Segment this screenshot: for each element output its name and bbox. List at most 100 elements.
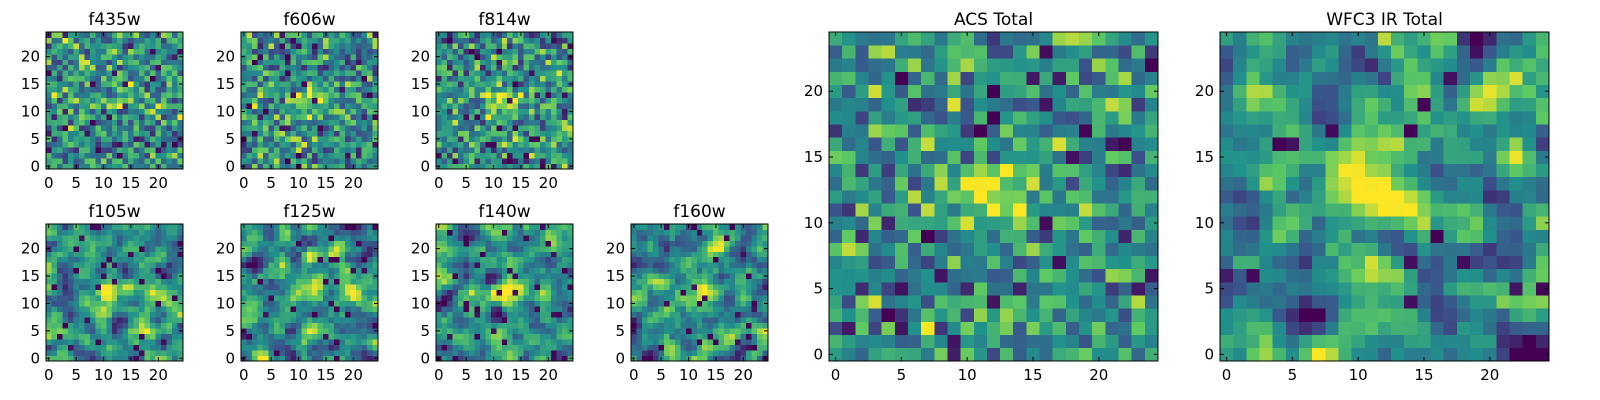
heatmap-cell — [523, 136, 530, 142]
heatmap-cell — [518, 328, 525, 334]
heatmap-cell — [855, 242, 869, 257]
heatmap-cell — [518, 64, 525, 71]
heatmap-cell — [262, 37, 269, 44]
heatmap-cell — [436, 262, 442, 269]
heatmap-cell — [361, 273, 368, 280]
heatmap-cell — [479, 333, 486, 340]
heatmap-cell — [507, 136, 514, 142]
heatmap-cell — [144, 311, 151, 318]
heatmap-cell — [51, 86, 58, 93]
heatmap-cell — [1013, 255, 1027, 270]
heatmap-cell — [172, 306, 178, 313]
heatmap-cell — [323, 97, 330, 104]
heatmap-cell — [1079, 268, 1093, 283]
heatmap-cell — [273, 97, 280, 104]
heatmap-cell — [507, 262, 514, 269]
heatmap-cell — [518, 262, 525, 269]
heatmap-cell — [150, 141, 156, 148]
heatmap-cell — [556, 273, 563, 280]
heatmap-cell — [1013, 216, 1027, 230]
heatmap-cell — [317, 48, 324, 55]
heatmap-cell — [133, 322, 140, 329]
heatmap-cell — [144, 81, 151, 88]
heatmap-cell — [551, 224, 557, 230]
heatmap-cell — [479, 267, 486, 274]
heatmap-cell — [301, 256, 308, 263]
heatmap-cell — [172, 136, 178, 142]
heatmap-cell — [441, 344, 448, 351]
x-tick-label: 20 — [539, 366, 558, 384]
heatmap-cell — [518, 267, 525, 274]
heatmap-cell — [100, 344, 107, 351]
heatmap-cell — [177, 317, 184, 323]
heatmap-cell — [273, 152, 280, 159]
heatmap-cell — [166, 273, 173, 280]
heatmap-cell — [262, 92, 269, 99]
heatmap-cell — [284, 147, 291, 153]
heatmap-cell — [78, 256, 85, 263]
heatmap-cell — [246, 75, 253, 82]
heatmap-cell — [540, 251, 546, 258]
heatmap-cell — [67, 86, 74, 93]
heatmap-cell — [290, 158, 297, 164]
heatmap-cell — [100, 64, 107, 71]
heatmap-cell — [268, 141, 275, 148]
heatmap-cell — [636, 311, 643, 318]
heatmap-cell — [567, 75, 574, 82]
heatmap-cell — [740, 350, 747, 356]
heatmap-cell — [144, 267, 151, 274]
heatmap-cell — [518, 48, 525, 55]
heatmap-cell — [372, 75, 379, 82]
heatmap-cell — [496, 53, 503, 60]
heatmap-cell — [762, 339, 769, 345]
heatmap-cell — [139, 311, 145, 318]
heatmap-cell — [485, 328, 492, 334]
heatmap-cell — [468, 37, 475, 44]
heatmap-cell — [751, 355, 758, 362]
heatmap-cell — [62, 333, 69, 340]
heatmap-cell — [323, 37, 330, 44]
heatmap-cell — [685, 256, 692, 263]
heatmap-cell — [139, 256, 145, 263]
heatmap-cell — [529, 284, 535, 291]
heatmap-cell — [150, 328, 156, 334]
heatmap-cell — [317, 136, 324, 142]
heatmap-cell — [301, 81, 308, 88]
heatmap-cell — [534, 48, 541, 55]
heatmap-cell — [284, 59, 291, 66]
x-tick-label: 15 — [706, 366, 725, 384]
heatmap-cell — [496, 229, 503, 236]
heatmap-cell — [463, 119, 470, 126]
heatmap-cell — [518, 234, 525, 241]
heatmap-cell — [1052, 189, 1067, 204]
heatmap-cell — [95, 234, 102, 241]
heatmap-cell — [545, 311, 552, 318]
heatmap-cell — [161, 152, 167, 159]
heatmap-cell — [84, 152, 91, 159]
heatmap-cell — [540, 240, 546, 247]
heatmap-cell — [328, 103, 335, 110]
heatmap-cell — [501, 125, 508, 131]
heatmap-cell — [51, 240, 58, 247]
heatmap-cell — [84, 59, 91, 66]
heatmap-cell — [89, 53, 96, 60]
heatmap-cell — [246, 97, 253, 104]
heatmap-cell — [490, 245, 497, 252]
heatmap-cell — [441, 311, 448, 318]
heatmap-cell — [345, 350, 351, 356]
heatmap-cell — [501, 48, 508, 55]
heatmap-cell — [284, 229, 291, 236]
heatmap-cell — [551, 147, 557, 153]
y-tick-label: 20 — [21, 240, 40, 258]
heatmap-cell — [117, 97, 124, 104]
heatmap-cell — [290, 114, 297, 121]
heatmap-cell — [534, 344, 541, 351]
heatmap-cell — [100, 108, 107, 115]
heatmap-cell — [295, 147, 302, 153]
heatmap-cell — [62, 158, 69, 164]
heatmap-cell — [479, 322, 486, 329]
heatmap-cell — [257, 273, 264, 280]
y-tick-label: 15 — [21, 267, 40, 285]
heatmap-cell — [139, 130, 145, 137]
heatmap-cell — [562, 97, 568, 104]
